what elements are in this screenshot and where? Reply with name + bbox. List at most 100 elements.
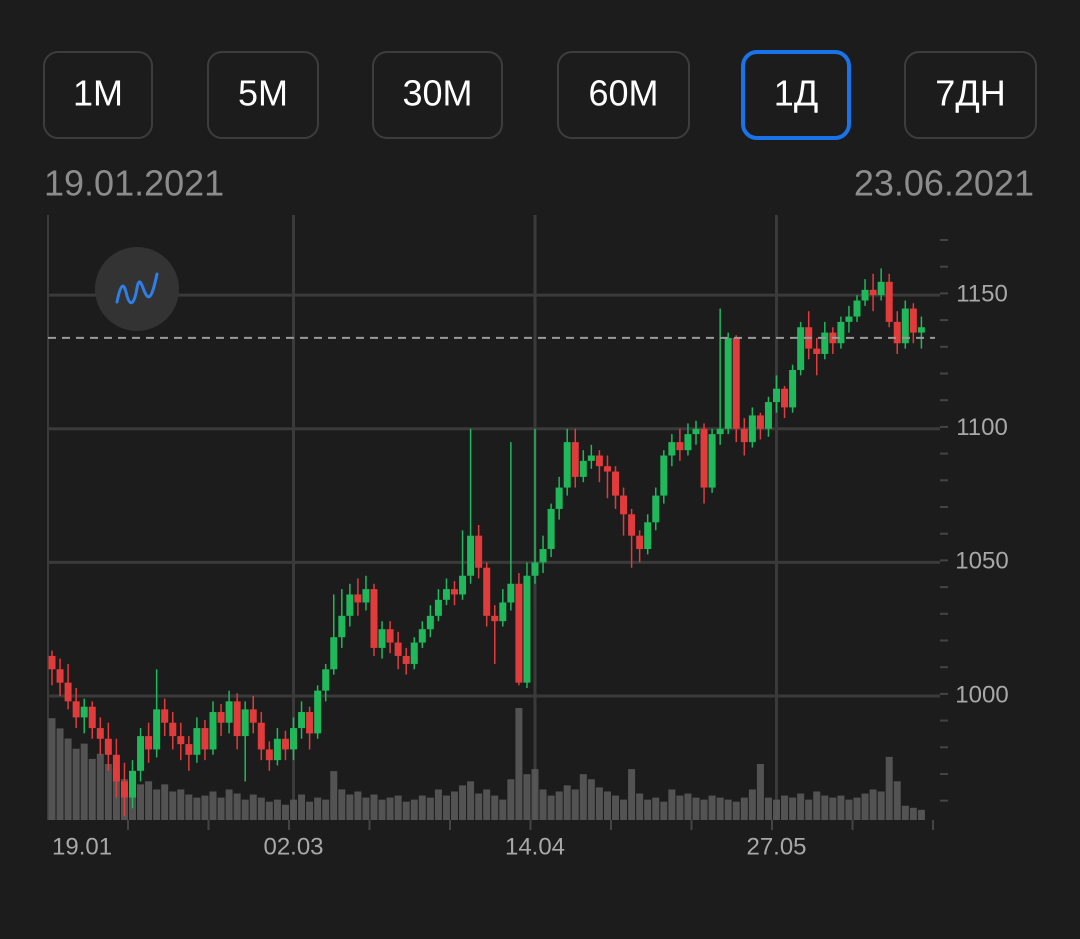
candle-body: [362, 589, 370, 603]
candle-body: [901, 308, 909, 344]
volume-bar: [837, 795, 845, 820]
volume-bar: [829, 797, 837, 820]
candle-body: [668, 442, 676, 456]
candle-body: [48, 655, 56, 670]
volume-bar: [64, 738, 72, 820]
candle-body: [724, 337, 732, 429]
volume-bar: [265, 801, 273, 820]
volume-bar: [571, 789, 579, 820]
button-label[interactable]: 60М: [588, 73, 658, 114]
indicator-icon[interactable]: [115, 272, 159, 305]
volume-bar: [145, 781, 153, 820]
candle-body: [177, 736, 185, 745]
x-tick-label: 27.05: [746, 833, 806, 860]
candle-body: [80, 706, 88, 718]
candle-body: [346, 594, 354, 616]
candle-body: [145, 736, 153, 750]
button-label[interactable]: 1М: [73, 73, 123, 114]
candle-body: [789, 369, 797, 408]
volume-bar: [410, 799, 418, 820]
volume-bar: [322, 799, 330, 820]
candle-body: [290, 728, 297, 750]
volume-bar: [539, 789, 547, 820]
volume-bar: [668, 789, 676, 820]
volume-bar: [378, 799, 386, 820]
candle-body: [129, 770, 136, 798]
button-frame[interactable]: [904, 51, 1037, 139]
volume-bar: [48, 718, 56, 820]
interval-button[interactable]: 30М: [372, 51, 503, 139]
volume-bar: [418, 795, 426, 820]
candle-body: [217, 712, 225, 723]
interval-button[interactable]: 60М: [557, 51, 690, 139]
candle-body: [314, 690, 322, 734]
interval-button[interactable]: 1М: [43, 51, 153, 139]
volume-bar: [193, 797, 201, 820]
candle-body: [169, 722, 177, 737]
candle-body: [233, 701, 241, 737]
volume-bar: [595, 787, 603, 820]
candle-body: [201, 728, 209, 750]
interval-button[interactable]: 5М: [207, 51, 319, 139]
candle-body: [756, 415, 764, 429]
volume-bar: [169, 791, 177, 820]
candle-body: [660, 455, 668, 496]
candle-body: [845, 316, 853, 322]
candle-body: [249, 709, 257, 723]
volume-bar: [813, 791, 821, 820]
volume-bar: [314, 797, 322, 820]
y-tick-label: 1000: [955, 681, 1008, 708]
volume-bar: [700, 799, 708, 820]
candle-body: [523, 575, 531, 683]
button-label[interactable]: 5М: [238, 73, 288, 114]
volume-bar: [72, 748, 80, 820]
volume-bar: [475, 793, 483, 820]
volume-bar: [853, 797, 861, 820]
button-frame[interactable]: [557, 51, 690, 139]
candle-body: [241, 709, 249, 737]
volume-bar: [96, 753, 104, 820]
button-frame[interactable]: [741, 50, 851, 140]
volume-bar: [434, 789, 442, 820]
volume-bar: [789, 797, 797, 820]
candle-body: [410, 642, 418, 664]
candle-body: [885, 281, 893, 322]
candle-body: [740, 428, 748, 443]
volume-bar: [909, 807, 917, 820]
volume-bar: [217, 797, 225, 820]
volume-bar: [201, 795, 209, 820]
candle-body: [483, 567, 491, 616]
volume-bar: [612, 795, 619, 820]
volume-bar: [652, 797, 660, 820]
button-label[interactable]: 7ДН: [935, 73, 1005, 114]
button-label[interactable]: 1Д: [774, 73, 818, 114]
button-frame[interactable]: [372, 51, 503, 139]
volume-bar: [177, 789, 185, 820]
indicator-button[interactable]: [95, 247, 179, 331]
candle-body: [587, 455, 595, 461]
volume-bar: [249, 794, 257, 820]
volume-bar: [386, 797, 394, 820]
interval-button[interactable]: 7ДН: [904, 51, 1037, 139]
candle-body: [620, 495, 628, 515]
volume-bar: [233, 793, 241, 820]
volume-bar: [273, 799, 281, 820]
volume-bar: [676, 795, 684, 820]
volume-bar: [354, 791, 362, 820]
candle-body: [571, 442, 579, 477]
interval-button[interactable]: 1Д: [741, 50, 851, 140]
volume-bar: [104, 764, 112, 820]
volume-bar: [88, 758, 96, 820]
candle-body: [507, 583, 515, 603]
button-label[interactable]: 30М: [402, 73, 472, 114]
button-frame[interactable]: [207, 51, 319, 139]
candle-body: [531, 562, 539, 576]
button-frame[interactable]: [43, 51, 153, 139]
candle-body: [692, 428, 700, 435]
candle-body: [813, 348, 821, 354]
candle-body: [378, 629, 386, 648]
candle-body: [732, 337, 740, 429]
candle-body: [773, 388, 780, 403]
candle-body: [402, 655, 410, 664]
volume-bar: [137, 784, 145, 820]
